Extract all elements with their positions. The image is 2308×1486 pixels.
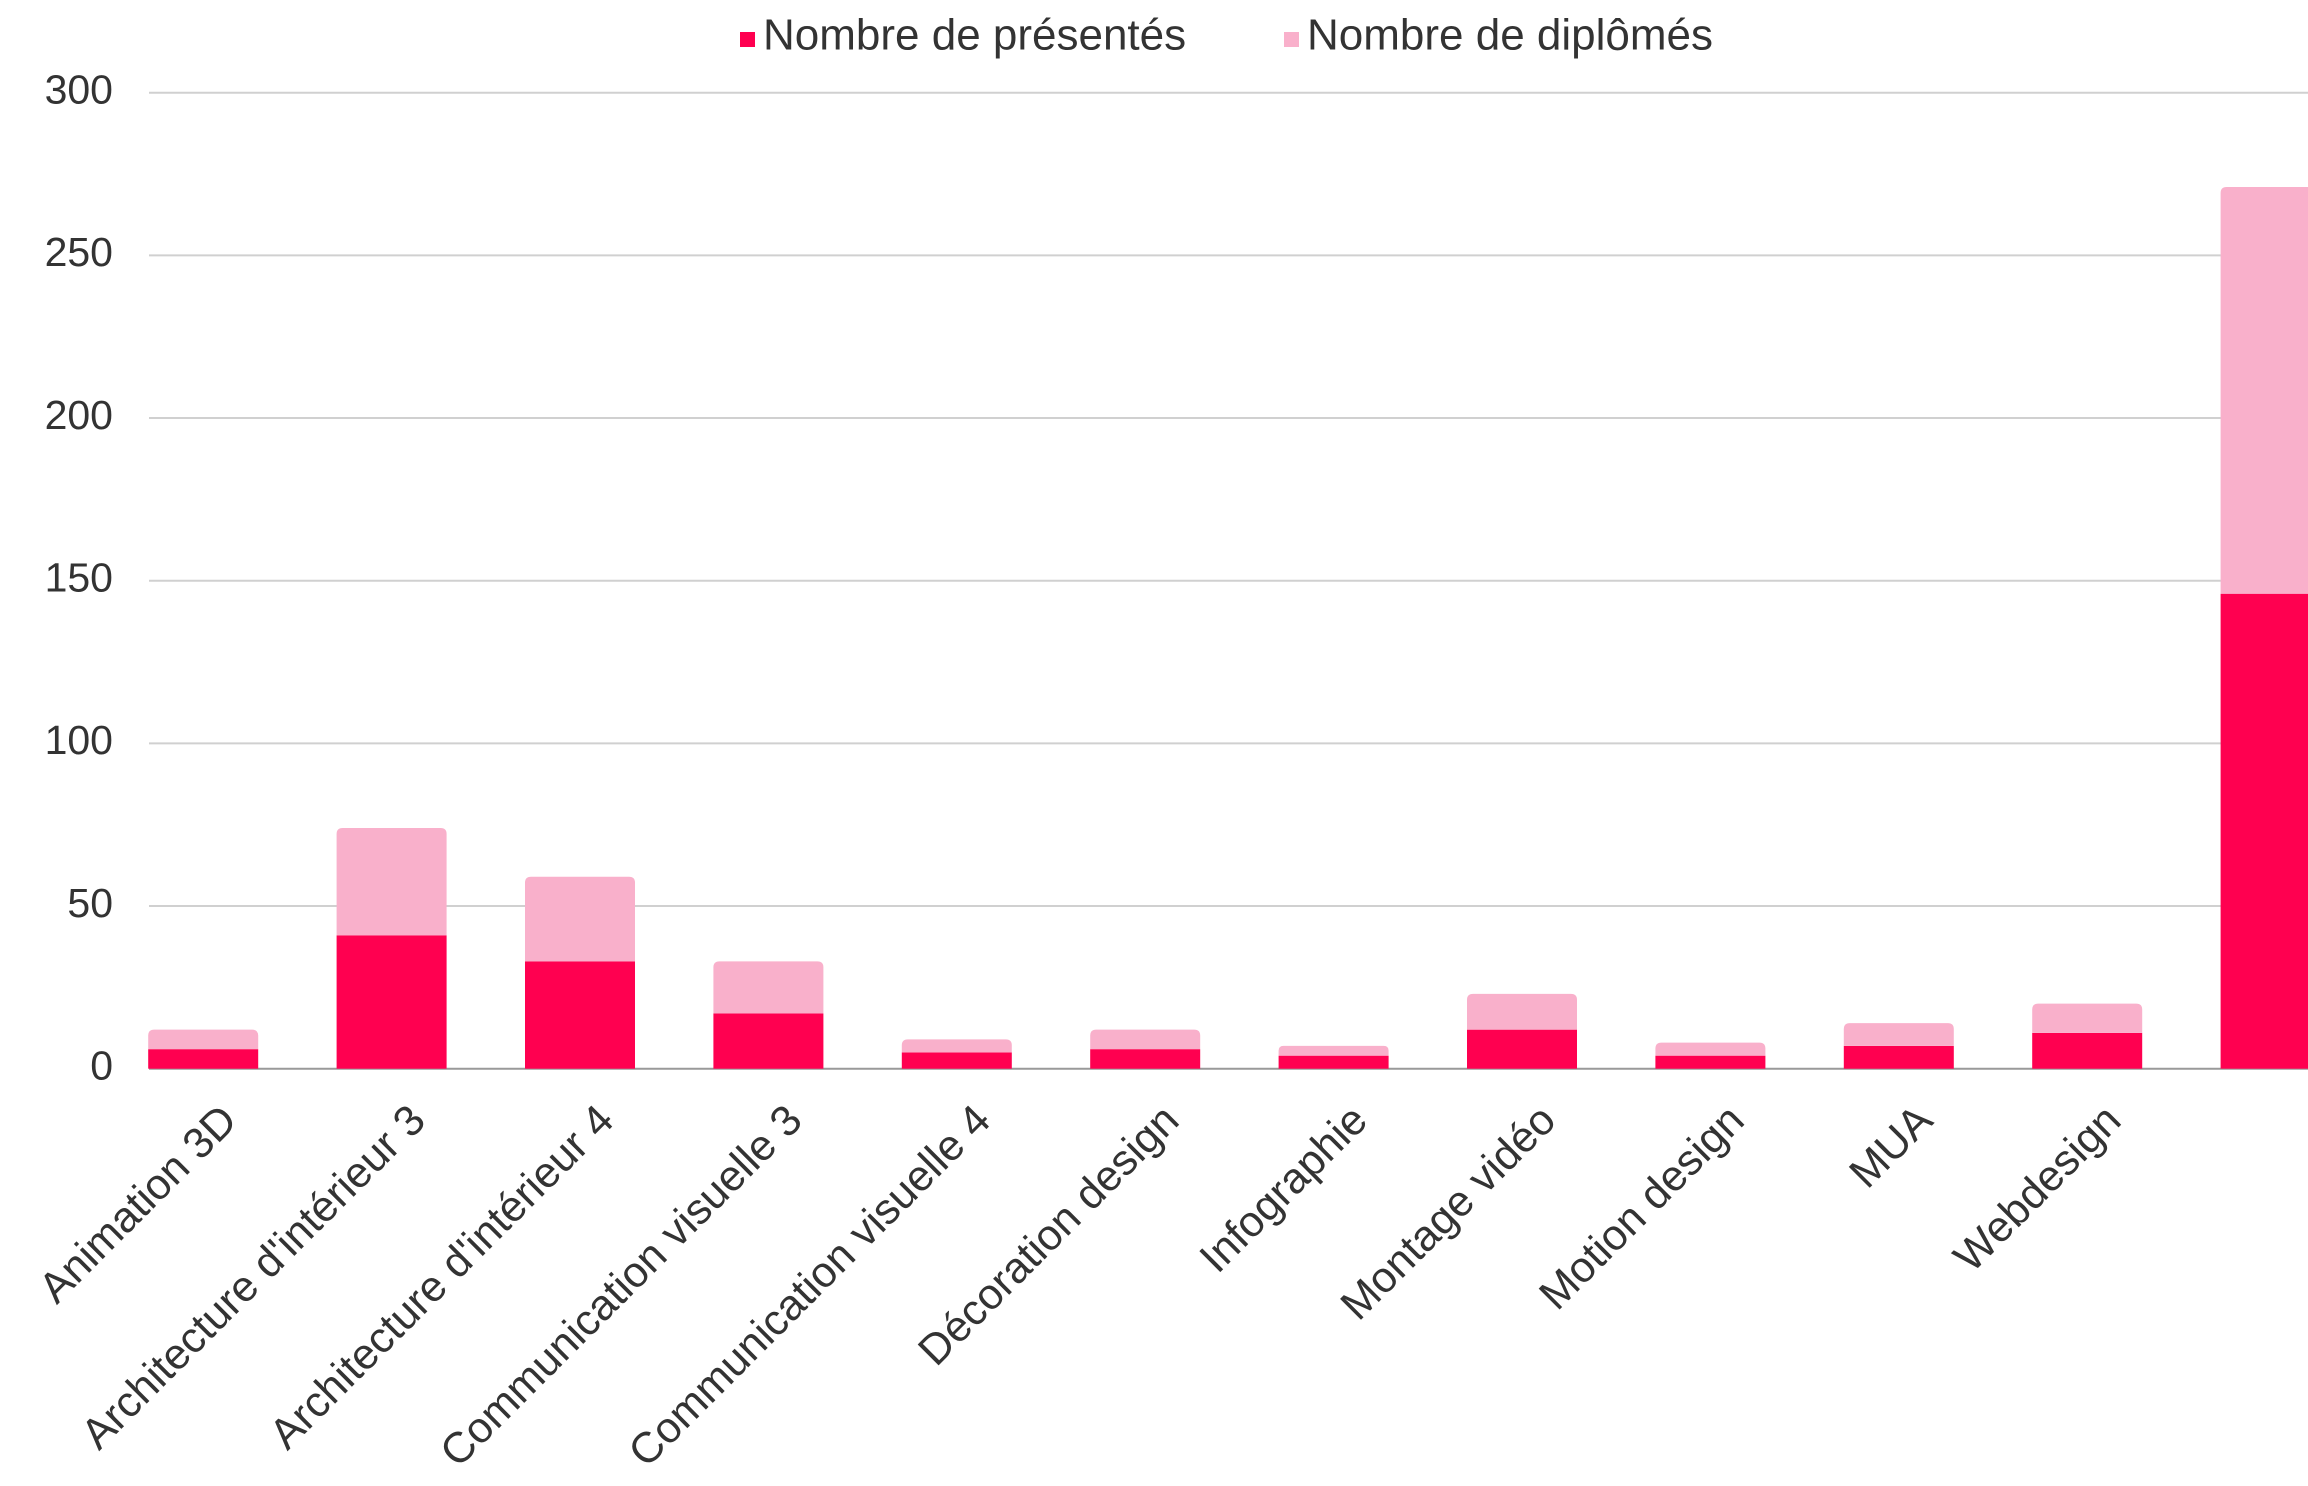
y-tick-label: 50 (67, 880, 113, 926)
bar-segment (148, 1029, 259, 1050)
bar-segment (525, 876, 635, 962)
bar-segment (2032, 1003, 2143, 1033)
bar-segment (2032, 1032, 2143, 1069)
bar-segment (1843, 1045, 1954, 1069)
bar-segment (1467, 1029, 1577, 1069)
legend-label: Nombre de diplômés (1307, 11, 1713, 60)
y-tick-label: 250 (45, 229, 113, 275)
x-tick-label: Architecture d'intérieur 3 (72, 1096, 435, 1459)
legend-swatch (1284, 32, 1299, 47)
y-tick-label: 200 (45, 392, 113, 438)
x-tick-label: MUA (1840, 1096, 1942, 1198)
bar-segment (336, 827, 447, 936)
bar-segment (1278, 1045, 1389, 1056)
bar-segment (1278, 1055, 1389, 1069)
bar-segment (148, 1049, 259, 1069)
bar-segment (2220, 593, 2308, 1069)
x-tick-label: Communication visuelle 3 (431, 1096, 811, 1476)
bar-segment (2220, 187, 2308, 594)
y-tick-label: 100 (45, 717, 113, 763)
x-tick-label: Communication visuelle 4 (620, 1096, 1000, 1476)
legend-label: Nombre de présentés (763, 11, 1186, 60)
bar-segment (1090, 1049, 1201, 1069)
bar-segment (1090, 1029, 1201, 1050)
bar-segment (713, 1013, 824, 1069)
bar-segment (1655, 1042, 1766, 1056)
bar-segment (1467, 993, 1577, 1030)
bar-segment (525, 961, 635, 1069)
x-tick-label: Infographie (1191, 1096, 1377, 1282)
bar-segment (901, 1039, 1012, 1053)
x-tick-label: Architecture d'intérieur 4 (261, 1096, 624, 1459)
y-tick-label: 0 (90, 1043, 113, 1089)
x-tick-label: Animation 3D (30, 1096, 246, 1312)
bar-segment (713, 961, 824, 1014)
y-tick-label: 150 (45, 555, 113, 601)
x-tick-label: Webdesign (1945, 1096, 2131, 1282)
bar-segment (336, 935, 447, 1069)
legend-swatch (740, 32, 755, 47)
bar-segment (1843, 1023, 1954, 1046)
bar-segment (1655, 1055, 1766, 1069)
y-tick-label: 300 (45, 67, 113, 113)
bar-segment (901, 1052, 1012, 1069)
